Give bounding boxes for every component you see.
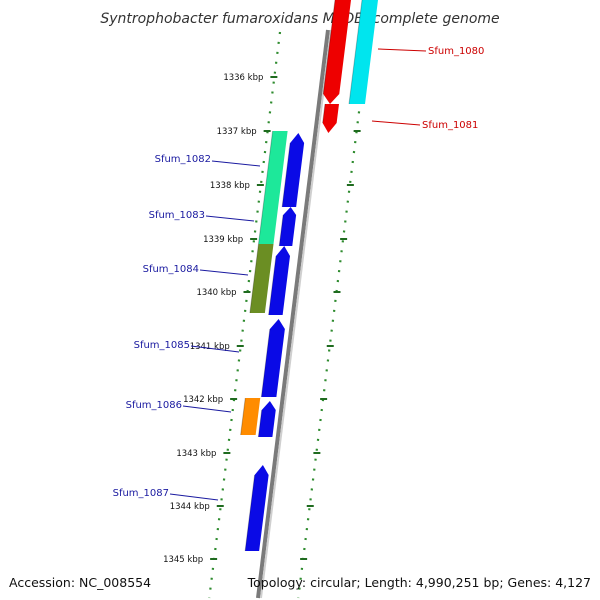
gene-features — [240, 0, 378, 552]
feature-edge — [278, 214, 284, 247]
feature-edge — [258, 130, 274, 245]
kbp-tick-label: 1337 kbp — [217, 127, 257, 137]
kbp-tick-label: 1336 kbp — [223, 73, 263, 83]
kbp-tick-label: 1342 kbp — [183, 395, 223, 405]
gene-leader-line — [205, 215, 255, 222]
genome-backbone — [256, 29, 330, 599]
dotted-tracks — [208, 31, 371, 599]
cds-sfum-1086 — [258, 401, 276, 437]
gene-leader-line — [190, 345, 240, 353]
cds-sfum-1083 — [279, 207, 297, 246]
kbp-tick-label: 1338 kbp — [210, 181, 250, 191]
gene-box-sfum-1084 — [249, 244, 274, 313]
gene-leader-line — [377, 48, 427, 52]
gene-leader-line — [371, 120, 421, 126]
kbp-tick-label: 1344 kbp — [170, 502, 210, 512]
feature-edge — [322, 0, 336, 95]
gene-label-forward[interactable]: Sfum_1087 — [113, 488, 169, 499]
gene-label-reverse[interactable]: Sfum_1080 — [428, 46, 484, 57]
gene-label-forward[interactable]: Sfum_1084 — [143, 264, 199, 275]
kbp-tick-label: 1341 kbp — [190, 342, 230, 352]
feature-edge — [249, 243, 259, 314]
gene-leader-line — [211, 160, 261, 167]
kbp-tick-label: 1343 kbp — [176, 449, 216, 459]
genome-backbone-shadow — [260, 29, 332, 599]
gene-label-forward[interactable]: Sfum_1083 — [149, 210, 205, 221]
gene-leader-line — [169, 493, 219, 501]
gene-label-reverse[interactable]: Sfum_1081 — [422, 120, 478, 131]
gene-box-sfum-1082-1083 — [258, 131, 288, 244]
feature-edge — [268, 255, 277, 316]
cds-sfum-1084 — [268, 246, 290, 315]
kbp-ticks: 1336 kbp 1337 kbp 1338 kbp 1339 kbp 1340 kbp… — [163, 73, 368, 565]
feature-edge — [257, 409, 263, 438]
kbp-tick-label: 1340 kbp — [196, 288, 236, 298]
kbp-tick-label: 1339 kbp — [203, 235, 243, 245]
gene-label-forward[interactable]: Sfum_1082 — [155, 154, 211, 165]
cds-sfum-1080 — [323, 0, 351, 104]
accession-text: Accession: NC_008554 — [9, 575, 151, 590]
feature-edge — [240, 397, 246, 436]
feature-edge — [322, 103, 326, 124]
map-title: Syntrophobacter fumaroxidans MPOB, compl… — [100, 11, 499, 27]
cds-sfum-1081 — [322, 104, 339, 133]
feature-edge — [244, 474, 256, 552]
gene-box-sfum-1086 — [240, 398, 261, 435]
gene-leader-line — [182, 405, 232, 413]
feature-edge — [348, 0, 363, 105]
gene-labels: Sfum_1080 Sfum_1081 Sfum_1082 Sfum_1083 Sfum… — [113, 46, 484, 501]
feature-edge — [260, 328, 271, 398]
gene-leader-line — [199, 269, 249, 276]
gene-label-forward[interactable]: Sfum_1086 — [126, 400, 182, 411]
cds-sfum-1085 — [261, 319, 285, 397]
feature-edge — [281, 142, 291, 208]
cds-sfum-1087 — [245, 465, 269, 551]
topology-text: Topology: circular; Length: 4,990,251 bp… — [247, 575, 591, 590]
feature-cyan-sfum-1080 — [349, 0, 378, 104]
cds-sfum-1082 — [282, 133, 305, 207]
kbp-tick-label: 1345 kbp — [163, 555, 203, 565]
gene-label-forward[interactable]: Sfum_1085 — [134, 340, 190, 351]
